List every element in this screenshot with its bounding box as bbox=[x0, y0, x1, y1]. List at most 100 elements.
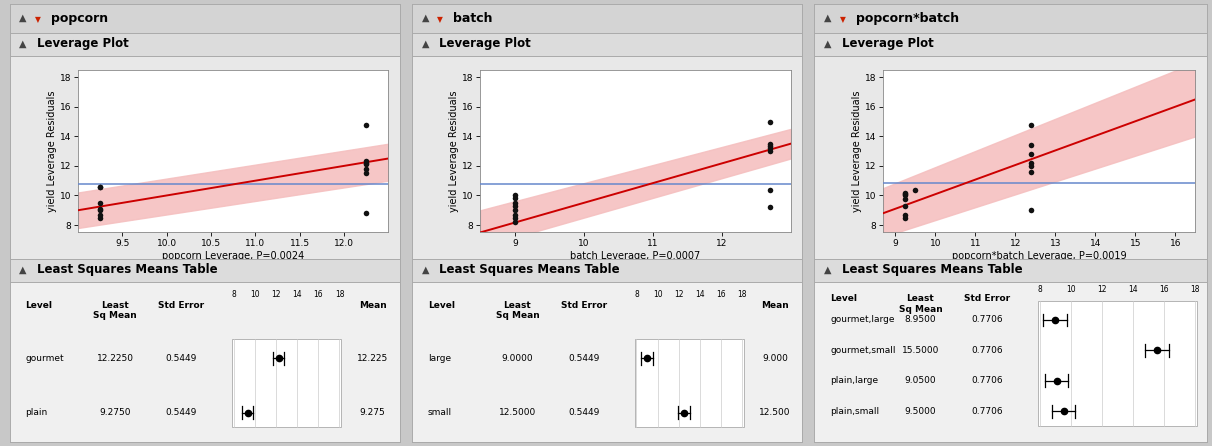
Point bbox=[1022, 142, 1041, 149]
Text: 0.7706: 0.7706 bbox=[972, 315, 1004, 324]
Text: Mean: Mean bbox=[359, 301, 387, 310]
Text: 9.5000: 9.5000 bbox=[904, 407, 937, 416]
Point bbox=[1022, 121, 1041, 128]
Text: 8.9500: 8.9500 bbox=[904, 315, 937, 324]
Y-axis label: yield Leverage Residuals: yield Leverage Residuals bbox=[852, 91, 862, 212]
Point bbox=[505, 214, 525, 221]
Text: ▲: ▲ bbox=[19, 265, 27, 275]
Text: 0.5449: 0.5449 bbox=[568, 354, 600, 363]
Y-axis label: yield Leverage Residuals: yield Leverage Residuals bbox=[47, 91, 57, 212]
Text: 9.275: 9.275 bbox=[360, 408, 385, 417]
Text: 0.7706: 0.7706 bbox=[972, 346, 1004, 355]
Point bbox=[91, 211, 110, 218]
Text: ▲: ▲ bbox=[824, 265, 831, 275]
Text: 9.0000: 9.0000 bbox=[502, 354, 533, 363]
Bar bbox=[635, 339, 744, 427]
Text: 16: 16 bbox=[1160, 285, 1170, 294]
Text: 10: 10 bbox=[1067, 285, 1076, 294]
Point bbox=[1022, 206, 1041, 214]
Text: Least Squares Means Table: Least Squares Means Table bbox=[38, 263, 218, 276]
Text: Std Error: Std Error bbox=[159, 301, 205, 310]
Text: Leverage Plot: Leverage Plot bbox=[38, 37, 128, 50]
Text: gourmet,large: gourmet,large bbox=[830, 315, 894, 324]
Point bbox=[91, 233, 110, 240]
Point bbox=[505, 192, 525, 199]
Text: ▲: ▲ bbox=[422, 265, 429, 275]
Point bbox=[760, 186, 779, 193]
Text: 10: 10 bbox=[653, 289, 663, 298]
Point bbox=[505, 206, 525, 214]
Point bbox=[505, 219, 525, 226]
Text: Std Error: Std Error bbox=[561, 301, 607, 310]
Text: 14: 14 bbox=[694, 289, 704, 298]
Point bbox=[91, 206, 110, 214]
Text: Leverage Plot: Leverage Plot bbox=[842, 37, 933, 50]
Text: 15.5000: 15.5000 bbox=[902, 346, 939, 355]
Text: 9.000: 9.000 bbox=[762, 354, 788, 363]
X-axis label: popcorn*batch Leverage, P=0.0019: popcorn*batch Leverage, P=0.0019 bbox=[951, 251, 1127, 261]
Text: 9.2750: 9.2750 bbox=[99, 408, 131, 417]
Text: gourmet: gourmet bbox=[25, 354, 64, 363]
Point bbox=[356, 165, 376, 173]
Text: 0.7706: 0.7706 bbox=[972, 376, 1004, 385]
Point bbox=[896, 211, 915, 218]
Text: large: large bbox=[428, 354, 451, 363]
Text: popcorn: popcorn bbox=[51, 12, 108, 25]
Text: 8: 8 bbox=[634, 289, 639, 298]
Text: 14: 14 bbox=[292, 289, 302, 298]
Text: ▲: ▲ bbox=[19, 13, 27, 23]
Text: 14: 14 bbox=[1128, 285, 1138, 294]
Text: Least
Sq Mean: Least Sq Mean bbox=[898, 294, 943, 314]
Point bbox=[91, 205, 110, 212]
Point bbox=[1022, 168, 1041, 175]
Text: 12: 12 bbox=[271, 289, 281, 298]
Text: 0.5449: 0.5449 bbox=[166, 354, 198, 363]
Text: Least
Sq Mean: Least Sq Mean bbox=[496, 301, 539, 320]
Point bbox=[356, 159, 376, 166]
Point bbox=[760, 145, 779, 152]
Text: 10: 10 bbox=[251, 289, 261, 298]
Point bbox=[760, 204, 779, 211]
Point bbox=[356, 121, 376, 128]
Text: Level: Level bbox=[428, 301, 454, 310]
Text: ▲: ▲ bbox=[824, 13, 831, 23]
Text: Level: Level bbox=[25, 301, 52, 310]
Text: plain: plain bbox=[25, 408, 47, 417]
Bar bbox=[233, 339, 342, 427]
Point bbox=[760, 142, 779, 149]
Point bbox=[1022, 159, 1041, 166]
Text: plain,small: plain,small bbox=[830, 407, 879, 416]
Text: 0.5449: 0.5449 bbox=[568, 408, 600, 417]
Point bbox=[1022, 162, 1041, 169]
Text: ▲: ▲ bbox=[422, 39, 429, 49]
Text: small: small bbox=[428, 408, 452, 417]
Text: gourmet,small: gourmet,small bbox=[830, 346, 896, 355]
Y-axis label: yield Leverage Residuals: yield Leverage Residuals bbox=[450, 91, 459, 212]
Point bbox=[356, 157, 376, 164]
Point bbox=[91, 184, 110, 191]
Text: 18: 18 bbox=[1190, 285, 1200, 294]
Text: Least Squares Means Table: Least Squares Means Table bbox=[842, 263, 1023, 276]
Text: Leverage Plot: Leverage Plot bbox=[440, 37, 531, 50]
Point bbox=[760, 118, 779, 125]
Text: 12.5000: 12.5000 bbox=[499, 408, 536, 417]
Text: 8: 8 bbox=[1037, 285, 1042, 294]
Point bbox=[356, 170, 376, 177]
Text: 0.5449: 0.5449 bbox=[166, 408, 198, 417]
Point bbox=[896, 192, 915, 199]
Point bbox=[505, 211, 525, 218]
Text: ▲: ▲ bbox=[824, 39, 831, 49]
Text: 12.500: 12.500 bbox=[759, 408, 790, 417]
Text: ▼: ▼ bbox=[438, 15, 444, 24]
X-axis label: popcorn Leverage, P=0.0024: popcorn Leverage, P=0.0024 bbox=[162, 251, 304, 261]
Point bbox=[896, 190, 915, 198]
Text: Level: Level bbox=[830, 294, 857, 303]
Point bbox=[896, 202, 915, 209]
Text: plain,large: plain,large bbox=[830, 376, 879, 385]
Point bbox=[356, 210, 376, 217]
Text: 12: 12 bbox=[1098, 285, 1107, 294]
Text: ▼: ▼ bbox=[840, 15, 846, 24]
Text: 12.2250: 12.2250 bbox=[97, 354, 133, 363]
Text: 16: 16 bbox=[314, 289, 324, 298]
Point bbox=[356, 161, 376, 168]
